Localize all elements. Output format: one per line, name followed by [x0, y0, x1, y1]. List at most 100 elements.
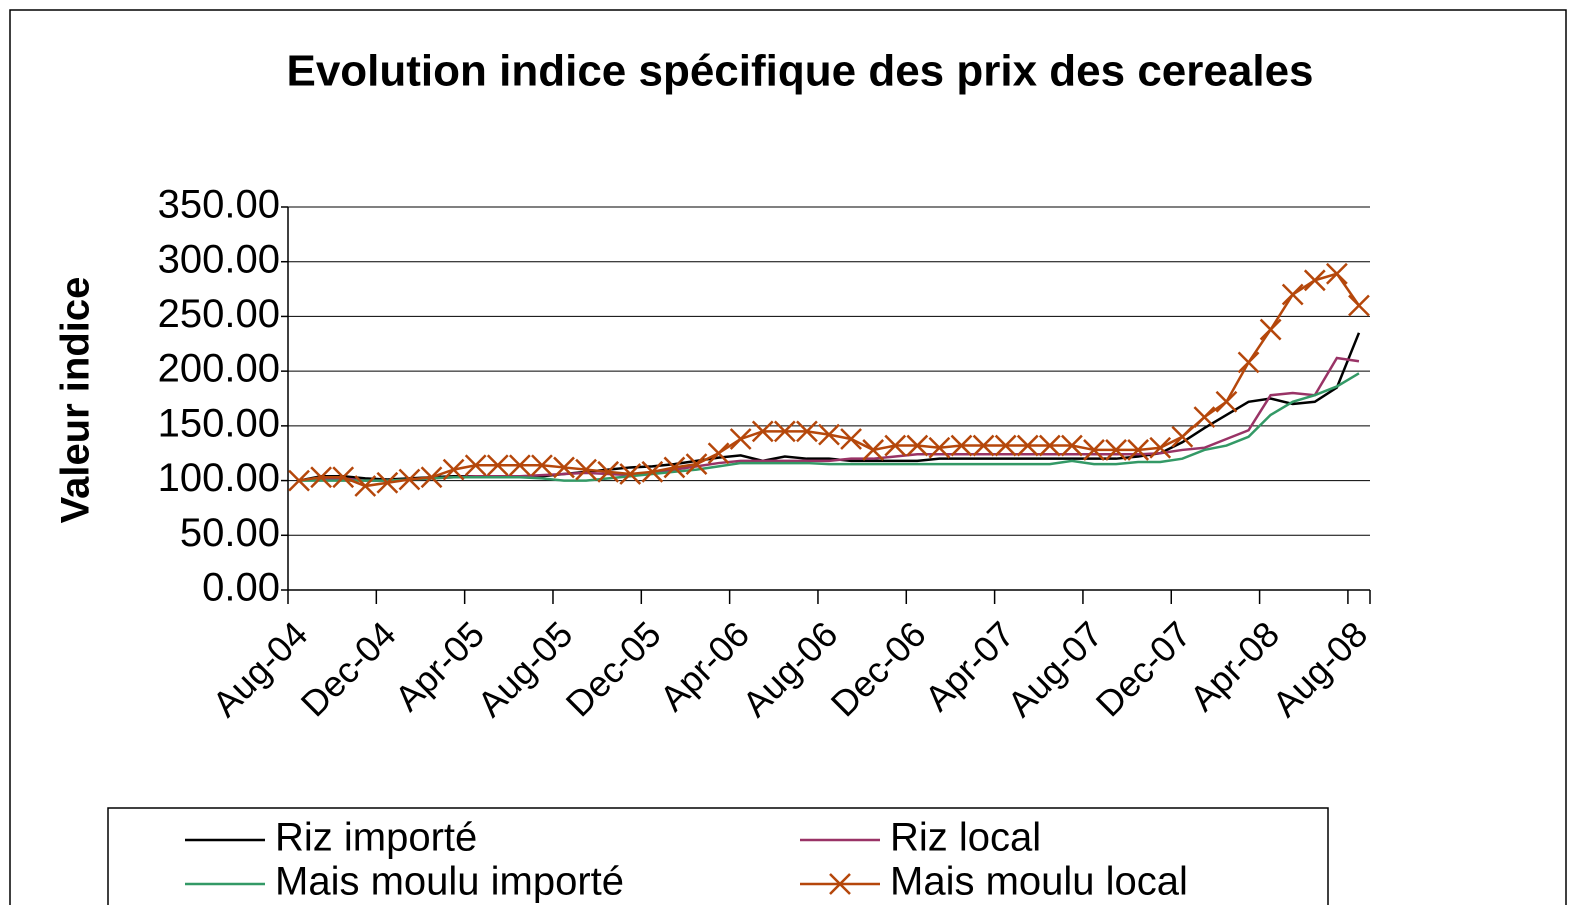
point-marker	[751, 420, 774, 443]
point-marker-stroke	[773, 420, 796, 443]
point-marker	[1259, 318, 1282, 341]
point-marker-stroke	[729, 428, 752, 450]
point-marker-stroke	[288, 469, 310, 492]
point-marker	[1281, 283, 1304, 306]
point-marker	[994, 434, 1017, 457]
point-marker-stroke	[950, 434, 973, 457]
point-marker	[641, 460, 664, 483]
point-marker	[707, 442, 730, 465]
y-tick-label: 200.00	[158, 347, 280, 391]
point-marker	[950, 434, 973, 457]
point-marker	[840, 428, 862, 450]
point-marker-stroke	[442, 458, 465, 481]
point-marker-stroke	[1193, 406, 1216, 428]
series-line	[299, 372, 1360, 482]
point-marker	[1193, 406, 1216, 428]
point-marker-stroke	[553, 456, 575, 479]
point-marker-stroke	[1259, 318, 1282, 341]
point-marker-stroke	[707, 442, 730, 465]
point-marker-stroke	[1061, 434, 1083, 457]
point-marker	[1016, 434, 1039, 457]
point-marker-stroke	[928, 436, 951, 459]
legend-marker-stroke	[829, 873, 851, 895]
point-marker-stroke	[575, 458, 597, 481]
point-marker	[398, 468, 421, 491]
point-marker-stroke	[597, 460, 620, 483]
point-marker-stroke	[1237, 351, 1260, 374]
point-marker	[288, 469, 310, 492]
point-marker	[729, 428, 752, 450]
chart-title: Evolution indice spécifique des prix des…	[286, 47, 1313, 96]
point-marker-stroke	[818, 423, 840, 446]
point-marker-stroke	[994, 434, 1017, 457]
point-marker-stroke	[508, 454, 531, 477]
point-marker	[972, 434, 995, 457]
point-marker	[464, 454, 487, 477]
point-marker	[928, 436, 951, 459]
point-marker-stroke	[884, 434, 907, 457]
point-marker	[818, 423, 840, 446]
point-marker	[1348, 294, 1370, 317]
y-tick-label: 50.00	[180, 511, 280, 555]
point-marker	[1303, 269, 1326, 292]
point-marker-stroke	[619, 463, 642, 485]
legend-box	[107, 807, 1329, 905]
legend-label: Riz local	[890, 816, 1041, 860]
point-marker	[597, 460, 620, 483]
point-marker-stroke	[531, 454, 553, 477]
point-marker-stroke	[751, 420, 774, 443]
y-tick-label: 100.00	[158, 456, 280, 500]
point-marker	[376, 471, 399, 494]
point-marker	[508, 454, 531, 477]
point-marker	[619, 463, 642, 485]
point-marker	[1215, 390, 1238, 413]
point-marker-stroke	[332, 466, 355, 489]
point-marker	[1127, 439, 1150, 461]
point-marker-stroke	[906, 434, 929, 457]
legend-marker	[829, 873, 851, 895]
point-marker-stroke	[796, 420, 818, 443]
point-marker	[553, 456, 575, 479]
point-marker	[663, 456, 686, 479]
point-marker	[1237, 351, 1260, 374]
point-marker-stroke	[464, 454, 487, 477]
point-marker	[1105, 439, 1127, 461]
point-marker	[1149, 436, 1172, 459]
point-marker	[1038, 434, 1061, 457]
point-marker-stroke	[1303, 269, 1326, 292]
point-marker	[862, 439, 885, 461]
point-marker-stroke	[376, 471, 399, 494]
legend-label: Riz importé	[275, 816, 477, 860]
point-marker-stroke	[354, 475, 377, 497]
point-marker-stroke	[862, 439, 885, 461]
point-marker-stroke	[663, 456, 686, 479]
point-marker-stroke	[1038, 434, 1061, 457]
point-marker	[486, 454, 509, 477]
point-marker-stroke	[1105, 439, 1127, 461]
y-axis-label: Valeur indice	[54, 277, 98, 524]
point-marker	[884, 434, 907, 457]
point-marker	[420, 466, 443, 489]
y-tick-label: 350.00	[158, 183, 280, 227]
point-marker-stroke	[310, 466, 333, 489]
point-marker	[796, 420, 818, 443]
point-marker	[354, 475, 377, 497]
legend-label: Mais moulu local	[890, 860, 1188, 904]
y-tick-label: 0.00	[202, 566, 280, 610]
point-marker	[1325, 262, 1348, 285]
point-marker-stroke	[398, 468, 421, 491]
point-marker-stroke	[420, 466, 443, 489]
point-marker-stroke	[1325, 262, 1348, 285]
point-marker	[1171, 425, 1194, 448]
point-marker	[575, 458, 597, 481]
legend-label: Mais moulu importé	[275, 860, 624, 904]
point-marker	[773, 420, 796, 443]
point-marker	[531, 454, 553, 477]
point-marker	[442, 458, 465, 481]
y-tick-label: 300.00	[158, 237, 280, 281]
point-marker-stroke	[1016, 434, 1039, 457]
point-marker-stroke	[641, 460, 664, 483]
point-marker-stroke	[685, 453, 708, 476]
point-marker	[332, 466, 355, 489]
